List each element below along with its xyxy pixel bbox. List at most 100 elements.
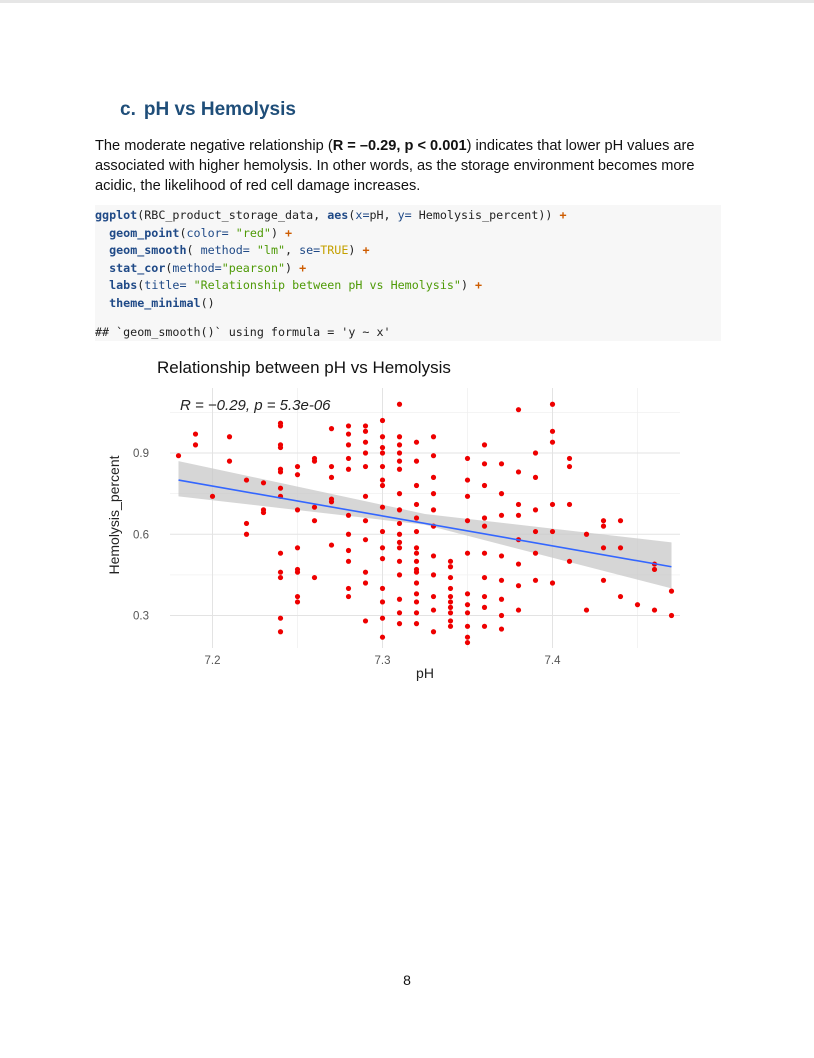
data-point xyxy=(430,572,437,578)
data-point xyxy=(430,434,437,440)
regression-line xyxy=(178,479,672,568)
data-point xyxy=(481,623,488,629)
data-point xyxy=(430,553,437,559)
data-point xyxy=(328,542,335,548)
data-point xyxy=(277,574,284,581)
data-point xyxy=(345,547,352,554)
data-point xyxy=(379,463,386,470)
data-point xyxy=(294,569,301,575)
data-point xyxy=(396,466,403,472)
data-point xyxy=(413,591,420,597)
code-line-5: labs(title= "Relationship between pH vs … xyxy=(109,278,483,292)
data-point xyxy=(277,420,284,426)
data-point xyxy=(396,458,403,464)
data-point xyxy=(243,531,250,537)
data-point xyxy=(379,477,386,483)
data-point xyxy=(464,455,471,462)
regression-line-group xyxy=(178,479,672,568)
data-point xyxy=(396,434,403,440)
data-point xyxy=(413,482,420,489)
data-point xyxy=(668,612,675,619)
data-point xyxy=(396,596,403,602)
data-point xyxy=(498,626,505,632)
data-point xyxy=(396,401,403,407)
section-number: c. xyxy=(120,99,136,120)
data-point xyxy=(532,507,539,513)
data-point xyxy=(379,434,386,440)
data-point xyxy=(532,450,539,456)
data-point xyxy=(362,450,369,456)
data-point xyxy=(600,577,607,583)
data-point xyxy=(413,458,420,464)
data-point xyxy=(294,599,301,605)
data-point xyxy=(430,629,437,635)
data-point xyxy=(277,615,284,621)
data-point xyxy=(464,610,471,616)
chart-title: Relationship between pH vs Hemolysis xyxy=(157,358,451,377)
data-point xyxy=(379,528,386,535)
data-point xyxy=(362,618,369,624)
data-point xyxy=(362,423,369,429)
data-point xyxy=(328,463,335,470)
data-point xyxy=(175,453,182,459)
data-point xyxy=(413,610,420,616)
data-point xyxy=(549,501,556,508)
data-point xyxy=(328,496,335,502)
data-point xyxy=(362,537,369,543)
data-point xyxy=(413,550,420,556)
data-point xyxy=(515,469,522,475)
confidence-band xyxy=(178,461,672,589)
data-point xyxy=(362,463,369,470)
data-point xyxy=(498,491,505,497)
data-point xyxy=(413,528,420,535)
data-point xyxy=(430,593,437,600)
data-point xyxy=(481,604,488,610)
data-point xyxy=(396,450,403,456)
data-point xyxy=(668,588,675,594)
data-point xyxy=(464,477,471,483)
data-point xyxy=(600,518,607,524)
data-point xyxy=(498,512,505,518)
data-point xyxy=(379,585,386,592)
data-point xyxy=(328,426,335,432)
data-point xyxy=(515,561,522,567)
data-point xyxy=(498,577,505,583)
data-point xyxy=(447,558,454,564)
data-point xyxy=(379,634,386,640)
data-point xyxy=(464,602,471,608)
data-point xyxy=(362,428,369,434)
data-point xyxy=(447,623,454,629)
data-point xyxy=(549,580,556,586)
code-line-4: stat_cor(method="pearson") + xyxy=(109,260,307,275)
data-point xyxy=(600,523,607,529)
data-point xyxy=(396,507,403,513)
data-point xyxy=(413,621,420,627)
data-point xyxy=(617,593,624,600)
data-point xyxy=(430,507,437,513)
data-point xyxy=(277,485,284,491)
paragraph-bold-stat: R = –0.29, p < 0.001 xyxy=(332,138,467,154)
data-point xyxy=(634,602,641,608)
data-point xyxy=(583,531,590,537)
data-point xyxy=(515,583,522,589)
data-point xyxy=(294,472,301,478)
data-point xyxy=(447,593,454,600)
code-line-1: ggplot(RBC_product_storage_data, aes(x=p… xyxy=(95,208,567,222)
data-point xyxy=(396,558,403,564)
correlation-annotation: R = −0.29, p = 5.3e-06 xyxy=(180,397,331,414)
data-point xyxy=(481,593,488,600)
data-point xyxy=(413,545,420,551)
data-point xyxy=(413,501,420,508)
data-point xyxy=(549,528,556,535)
data-point xyxy=(583,607,590,613)
code-output: ## `geom_smooth()` using formula = 'y ~ … xyxy=(95,325,391,339)
data-point xyxy=(481,523,488,529)
data-point xyxy=(549,401,556,407)
x-tick-label: 7.2 xyxy=(205,655,221,667)
confidence-band-area xyxy=(178,461,672,589)
data-point xyxy=(328,474,335,480)
data-point xyxy=(379,504,386,510)
data-point xyxy=(549,439,556,445)
data-point xyxy=(566,455,573,462)
data-point xyxy=(379,545,386,551)
